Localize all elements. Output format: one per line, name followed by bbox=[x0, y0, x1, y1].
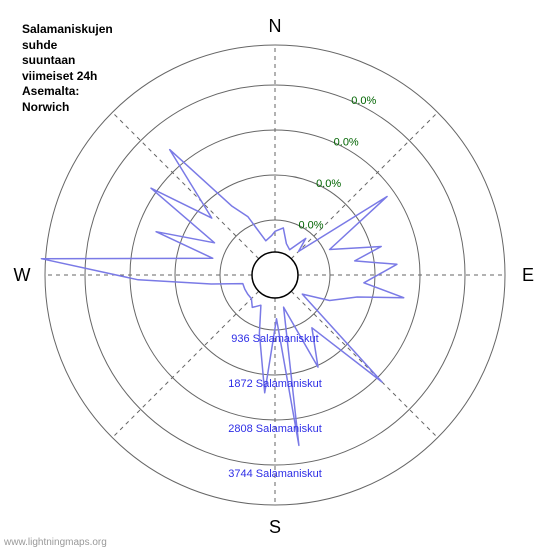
ring-pct-label: 0.0% bbox=[316, 178, 341, 190]
footer-attribution: www.lightningmaps.org bbox=[4, 537, 107, 548]
ring-count-label: 2808 Salamaniskut bbox=[228, 423, 322, 435]
cardinal-w: W bbox=[14, 265, 31, 285]
ring-pct-label: 0.0% bbox=[334, 137, 359, 149]
cardinal-n: N bbox=[269, 16, 282, 36]
ring-pct-label: 0.0% bbox=[298, 219, 323, 231]
cardinal-s: S bbox=[269, 517, 281, 537]
chart-title: Salamaniskujen suhde suuntaan viimeiset … bbox=[22, 22, 113, 116]
ring-pct-label: 0.0% bbox=[351, 95, 376, 107]
ring-count-label: 936 Salamaniskut bbox=[231, 333, 318, 345]
ring-count-label: 3744 Salamaniskut bbox=[228, 468, 322, 480]
ring-count-label: 1872 Salamaniskut bbox=[228, 378, 322, 390]
cardinal-e: E bbox=[522, 265, 534, 285]
